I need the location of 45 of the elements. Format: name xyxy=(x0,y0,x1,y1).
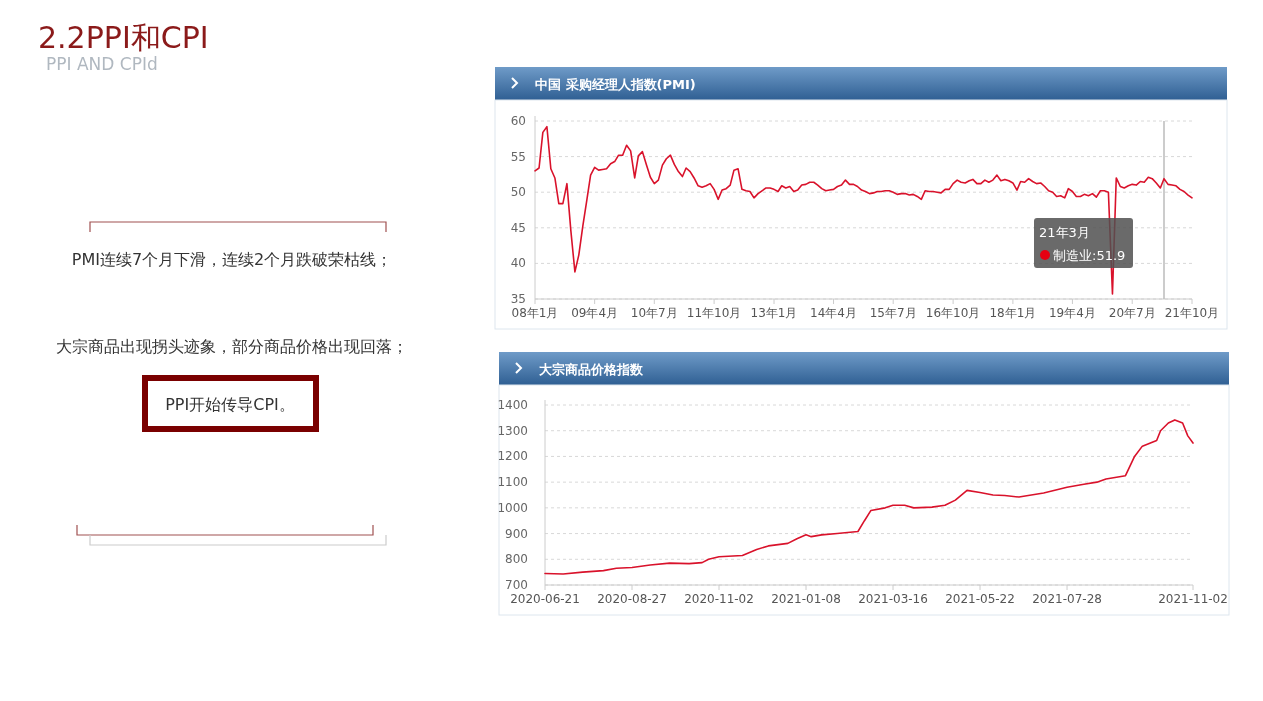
x-tick-label: 2020-08-27 xyxy=(597,592,667,606)
x-tick-label: 09年4月 xyxy=(571,306,619,320)
y-tick-label: 40 xyxy=(510,256,526,271)
y-tick-label: 700 xyxy=(505,578,528,592)
y-tick-label: 1200 xyxy=(497,449,528,464)
x-tick-label: 13年1月 xyxy=(750,306,798,320)
x-tick-label: 2021-11-02 xyxy=(1158,592,1228,606)
line-series xyxy=(544,419,1194,575)
x-tick-label: 19年4月 xyxy=(1048,306,1096,320)
x-tick-label: 10年7月 xyxy=(630,306,678,320)
x-tick-label: 08年1月 xyxy=(511,306,559,320)
y-tick-label: 35 xyxy=(510,292,526,306)
y-tick-label: 900 xyxy=(505,526,528,541)
text: PPI开始传导CPI。 xyxy=(165,395,295,414)
x-tick-label: 2021-05-22 xyxy=(945,592,1015,606)
y-tick-label: 60 xyxy=(510,114,526,128)
text: 2.2PPI和CPI xyxy=(38,20,209,55)
text: 大宗商品出现拐头迹象，部分商品价格出现回落； xyxy=(56,337,408,356)
y-tick-label: 800 xyxy=(505,552,528,567)
x-tick-label: 2021-01-08 xyxy=(771,592,841,606)
x-tick-label: 14年4月 xyxy=(810,306,857,320)
x-tick-label: 2021-03-16 xyxy=(858,592,928,606)
text: PPI AND CPId xyxy=(46,54,158,74)
y-tick-label: 50 xyxy=(510,185,526,200)
x-tick-label: 16年10月 xyxy=(925,306,981,320)
y-tick-label: 1100 xyxy=(497,475,528,490)
y-tick-label: 1400 xyxy=(497,398,528,412)
y-tick-label: 55 xyxy=(510,149,526,164)
x-tick-label: 2021-07-28 xyxy=(1032,592,1102,606)
chart-title: 大宗商品价格指数 xyxy=(539,362,644,377)
x-tick-label: 15年7月 xyxy=(869,306,917,320)
x-tick-label: 2020-11-02 xyxy=(684,592,754,606)
annotation: 21年3月 xyxy=(1039,225,1090,240)
annotation: 制造业:51.9 xyxy=(1053,248,1126,263)
x-tick-label: 11年10月 xyxy=(686,306,742,320)
x-tick-label: 20年7月 xyxy=(1108,306,1156,320)
y-tick-label: 1000 xyxy=(497,500,528,515)
line-series xyxy=(534,125,1193,295)
y-tick-label: 45 xyxy=(510,220,526,235)
x-tick-label: 18年1月 xyxy=(989,306,1037,320)
text: PMI连续7个月下滑，连续2个月跌破荣枯线； xyxy=(71,250,393,269)
chart-title: 中国 采购经理人指数(PMI) xyxy=(535,77,696,92)
x-tick-label: 2020-06-21 xyxy=(510,592,580,606)
y-tick-label: 1300 xyxy=(497,423,528,438)
x-tick-label: 21年10月 xyxy=(1164,306,1220,320)
